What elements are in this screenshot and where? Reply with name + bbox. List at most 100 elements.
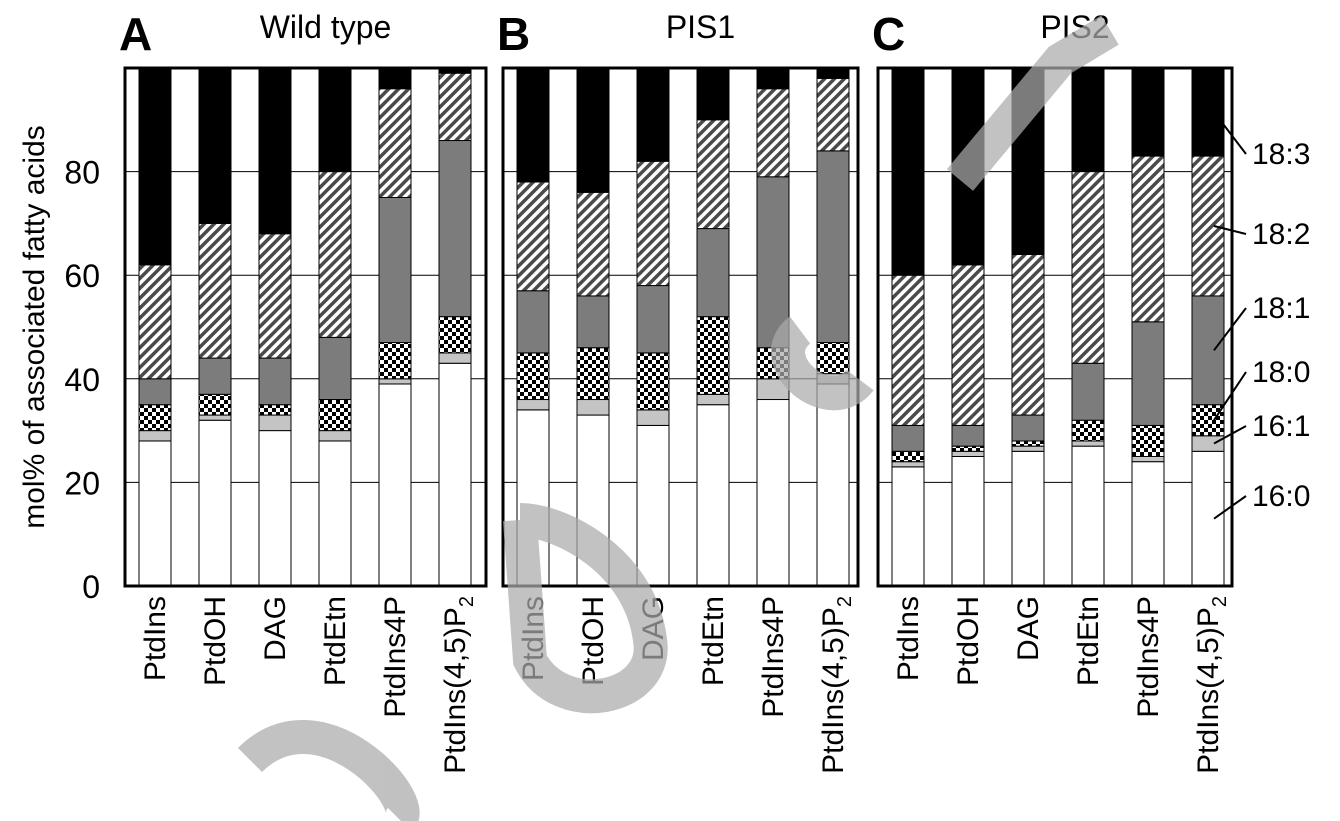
bar-segment-16-0 <box>318 440 352 587</box>
bar-segment-18-3 <box>576 67 610 193</box>
category-label: PtdIns4P <box>1132 596 1165 718</box>
bar-segment-18-0 <box>891 450 925 463</box>
category-label: PtdEtn <box>697 596 730 686</box>
bar-segment-16-1 <box>438 352 472 364</box>
panel-letter: A <box>119 8 152 60</box>
category-label: PtdIns(4,5)P2 <box>817 596 856 774</box>
bar-segment-18-0 <box>318 399 352 432</box>
bar-segment-16-1 <box>1071 440 1105 447</box>
bar-segment-18-2 <box>1071 171 1105 364</box>
panel-frame <box>123 66 488 588</box>
bar-segment-16-0 <box>696 404 730 587</box>
bar-segment-16-1 <box>756 378 790 401</box>
bar-segment-18-1 <box>438 140 472 318</box>
bar-segment-18-1 <box>516 290 550 354</box>
bar-segment-16-0 <box>438 362 472 587</box>
bar-segment-18-1 <box>696 228 730 318</box>
y-axis-label: mol% of associated fatty acids <box>18 125 51 529</box>
legend-label: 18:1 <box>1252 292 1310 325</box>
bar-segment-18-1 <box>1011 414 1045 442</box>
category-label: PtdEtn <box>1072 596 1105 686</box>
panel-title: Wild type <box>260 9 392 45</box>
bar-segment-18-3 <box>816 67 850 79</box>
bar-segment-18-1 <box>816 150 850 344</box>
bar-segment-18-0 <box>816 342 850 375</box>
bar-segment-18-2 <box>696 119 730 230</box>
bar-segment-16-1 <box>1011 445 1045 452</box>
bar-segment-16-1 <box>951 450 985 458</box>
y-tick-label: 0 <box>82 569 100 605</box>
category-label: PtdIns4P <box>757 596 790 718</box>
y-tick-label: 60 <box>64 258 100 294</box>
bar-segment-16-1 <box>258 414 292 432</box>
bar-segment-16-0 <box>258 430 292 587</box>
bar-segment-18-3 <box>696 67 730 121</box>
bar-segment-18-2 <box>198 222 232 359</box>
bar-segment-18-1 <box>576 295 610 349</box>
bar-segment-16-0 <box>1131 461 1165 587</box>
bar-segment-16-1 <box>816 373 850 385</box>
bar-segment-18-1 <box>636 285 670 354</box>
bar-segment-18-1 <box>138 378 172 406</box>
bar-segment-16-0 <box>891 466 925 587</box>
panel-title: PIS1 <box>666 9 735 45</box>
bar-segment-18-1 <box>258 357 292 406</box>
bar-segment-18-2 <box>378 88 412 198</box>
bar-segment-18-2 <box>138 264 172 380</box>
bar-segment-18-0 <box>576 347 610 401</box>
category-label: DAG <box>1012 596 1045 661</box>
y-tick-label: 20 <box>64 465 100 501</box>
bar-segment-16-1 <box>516 399 550 411</box>
bar-segment-18-3 <box>1071 67 1105 173</box>
bar-segment-18-0 <box>1071 419 1105 442</box>
bar-segment-18-2 <box>1191 155 1225 297</box>
bar-segment-18-0 <box>636 352 670 411</box>
bar-segment-16-0 <box>378 383 412 587</box>
chart-text: PtdIns PtdOH DAG PtdEtn PtdIns4P PtdIns(4,5)P… <box>18 8 1231 774</box>
category-label: PtdIns <box>892 596 925 681</box>
panel-frame <box>876 66 1234 588</box>
bar-segment-18-0 <box>516 352 550 401</box>
bar-segment-16-0 <box>516 409 550 587</box>
bar-segment-18-3 <box>756 67 790 90</box>
bar-segment-16-0 <box>756 399 790 587</box>
bar-segment-18-3 <box>318 67 352 173</box>
panel-title: PIS2 <box>1040 9 1109 45</box>
bar-segment-18-2 <box>318 171 352 338</box>
category-label: PtdEtn <box>319 596 352 686</box>
bar-segment-18-1 <box>756 176 790 349</box>
bar-segment-16-1 <box>1191 435 1225 452</box>
bar-segment-18-2 <box>1131 155 1165 323</box>
bar-segment-18-3 <box>516 67 550 183</box>
bar-segment-16-1 <box>138 430 172 442</box>
bar-segment-18-3 <box>636 67 670 162</box>
legend-leader-line <box>1213 307 1247 351</box>
bar-segment-18-3 <box>1011 67 1045 255</box>
panel-letter: B <box>497 8 530 60</box>
legend-label: 16:0 <box>1252 480 1310 513</box>
bar-segment-18-2 <box>951 264 985 426</box>
legend-label: 16:1 <box>1252 410 1310 443</box>
bar-segment-18-1 <box>951 424 985 447</box>
bar-segment-18-0 <box>378 342 412 380</box>
bar-segment-16-0 <box>636 424 670 587</box>
bar-segment-16-1 <box>318 430 352 442</box>
bar-segment-18-3 <box>891 67 925 276</box>
category-label: DAG <box>259 596 292 661</box>
y-tick-label: 40 <box>64 362 100 398</box>
bar-segment-16-1 <box>1131 456 1165 463</box>
bar-segment-18-0 <box>756 347 790 380</box>
bar-segment-16-0 <box>1011 450 1045 587</box>
bar-segment-18-0 <box>951 445 985 452</box>
bar-segment-18-2 <box>576 191 610 297</box>
bar-segment-16-1 <box>636 409 670 426</box>
legend-label: 18:3 <box>1252 138 1310 171</box>
bar-segment-18-2 <box>891 274 925 426</box>
bar-segment-18-0 <box>1131 424 1165 458</box>
bar-segment-18-0 <box>696 316 730 395</box>
legend: 16:0 16:1 18:0 18:1 18:2 18:3 <box>1213 111 1310 520</box>
bar-segment-16-0 <box>951 456 985 587</box>
bar-segment-18-1 <box>1191 295 1225 406</box>
bar-segment-18-0 <box>1011 440 1045 447</box>
